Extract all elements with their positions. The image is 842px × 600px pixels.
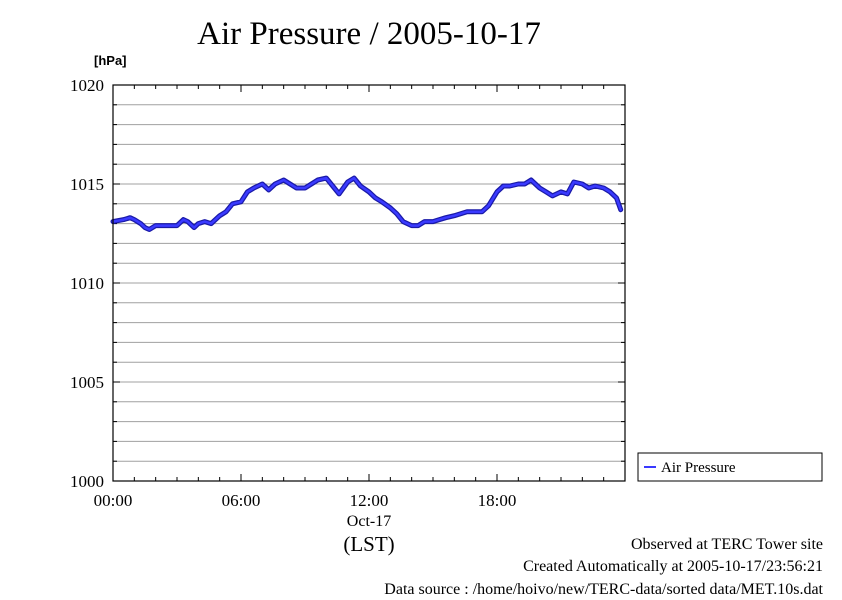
- footer-observed-text: Observed at TERC Tower site: [630, 536, 823, 553]
- legend-label: Air Pressure: [661, 460, 736, 476]
- x-tick-label: 06:00: [222, 491, 261, 510]
- y-tick-label: 1005: [70, 373, 104, 392]
- plot-frame: [112, 84, 626, 482]
- y-tick-label: 1000: [70, 472, 104, 491]
- series-line-air-pressure: [111, 176, 622, 231]
- x-date-label: Oct-17: [347, 513, 391, 530]
- y-tick-label: 1015: [70, 175, 104, 194]
- footer-data-source-text: Data source : /home/hoivo/new/TERC-data/…: [384, 581, 823, 598]
- x-tick-label: 00:00: [94, 491, 133, 510]
- x-axis-label: (LST): [343, 532, 394, 556]
- y-tick-label: 1010: [70, 274, 104, 293]
- chart-title: Air Pressure / 2005-10-17: [197, 16, 541, 52]
- y-tick-label: 1020: [70, 76, 104, 95]
- footer-created-text: Created Automatically at 2005-10-17/23:5…: [523, 558, 823, 575]
- legend-box: [637, 452, 823, 482]
- x-tick-label: 12:00: [350, 491, 389, 510]
- y-axis-unit-label: [hPa]: [94, 53, 127, 68]
- x-tick-label: 18:00: [478, 491, 517, 510]
